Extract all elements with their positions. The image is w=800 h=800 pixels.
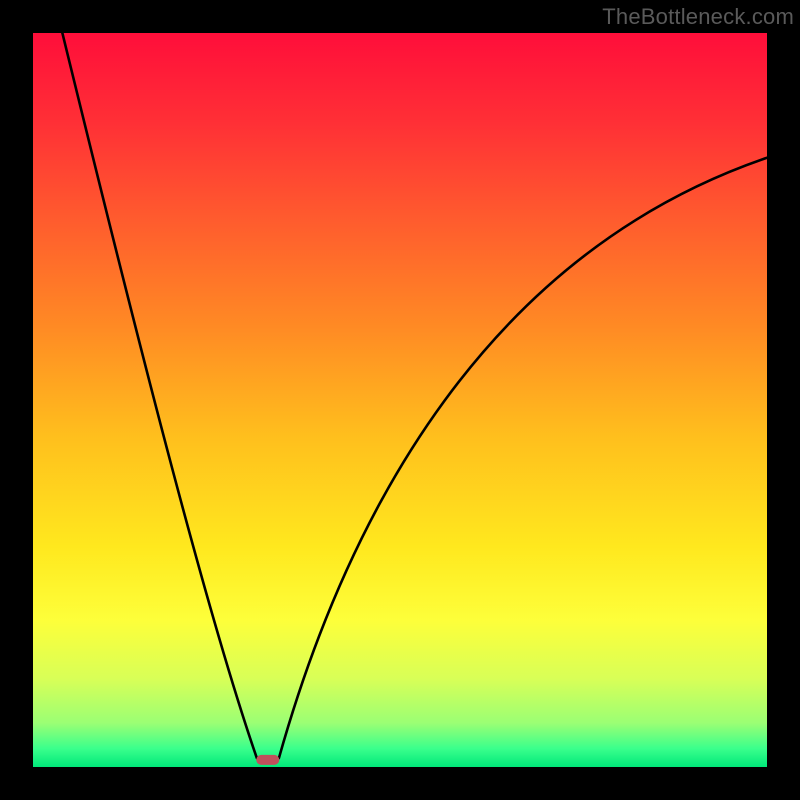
watermark-text: TheBottleneck.com [602, 4, 794, 30]
optimal-marker [256, 755, 279, 765]
bottleneck-curve [33, 33, 767, 767]
curve-path [62, 33, 767, 758]
outer-frame: TheBottleneck.com [0, 0, 800, 800]
plot-area [33, 33, 767, 767]
